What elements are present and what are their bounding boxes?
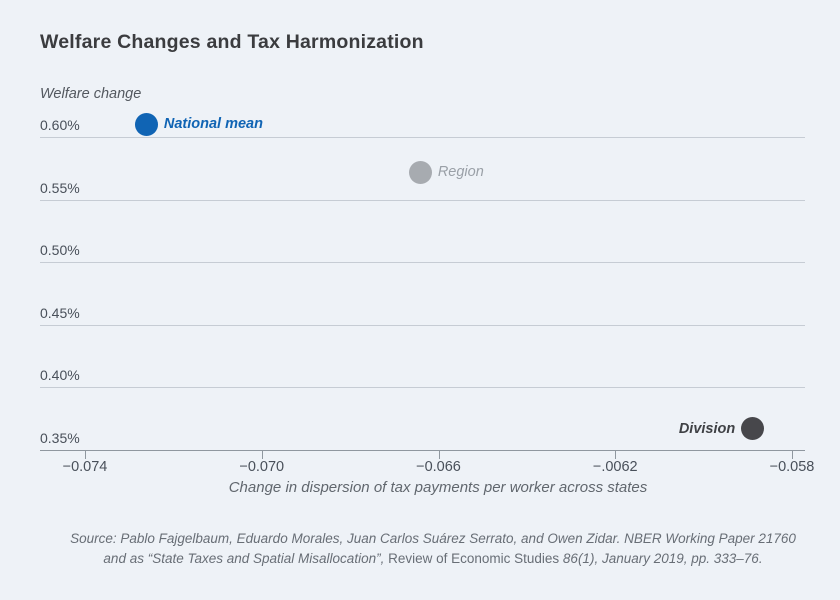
x-tick-label: −0.074 — [62, 459, 108, 475]
gridline — [40, 324, 805, 326]
gridline — [40, 387, 805, 389]
data-point-label-region: Region — [437, 164, 484, 181]
gridline — [40, 137, 805, 138]
x-tick-mark — [261, 450, 263, 459]
y-tick-label: 0.40% — [40, 367, 80, 384]
y-axis-title: Welfare change — [40, 86, 142, 102]
data-point-label-national-mean: National mean — [163, 116, 263, 133]
y-tick-label: 0.55% — [40, 179, 80, 196]
chart-title: Welfare Changes and Tax Harmonization — [40, 31, 424, 53]
data-point-national-mean — [135, 112, 159, 136]
y-tick-label: 0.50% — [40, 242, 80, 259]
x-tick-mark — [85, 450, 86, 459]
y-tick-label: 0.45% — [40, 304, 80, 321]
y-tick-label: 0.35% — [40, 430, 80, 446]
data-point-label-division: Division — [678, 420, 736, 437]
y-tick-label: 0.60% — [40, 117, 80, 133]
source-note: Source: Pablo Fajgelbaum, Eduardo Morale… — [26, 529, 840, 569]
x-axis-line — [40, 450, 805, 451]
data-point-region — [409, 160, 433, 184]
x-tick-label: −0.066 — [416, 459, 461, 475]
source-line-2-pre: and as “State Taxes and Spatial Misalloc… — [103, 551, 389, 566]
x-tick-mark — [615, 450, 617, 459]
x-tick-label: −0.058 — [769, 459, 815, 475]
x-tick-label: −0.070 — [239, 459, 285, 475]
data-point-division — [740, 417, 764, 441]
x-tick-mark — [438, 450, 440, 459]
source-journal-name: Review of Economic Studies — [388, 551, 560, 566]
source-line-2: and as “State Taxes and Spatial Misalloc… — [26, 549, 840, 569]
x-axis-title: Change in dispersion of tax payments per… — [228, 479, 648, 496]
source-line-1: Source: Pablo Fajgelbaum, Eduardo Morale… — [70, 531, 796, 546]
x-tick-label: −.0062 — [592, 459, 638, 475]
source-line-2-post: 86(1), January 2019, pp. 333–76. — [559, 551, 763, 566]
x-tick-mark — [792, 450, 793, 459]
gridline — [40, 199, 805, 201]
gridline — [40, 262, 805, 264]
